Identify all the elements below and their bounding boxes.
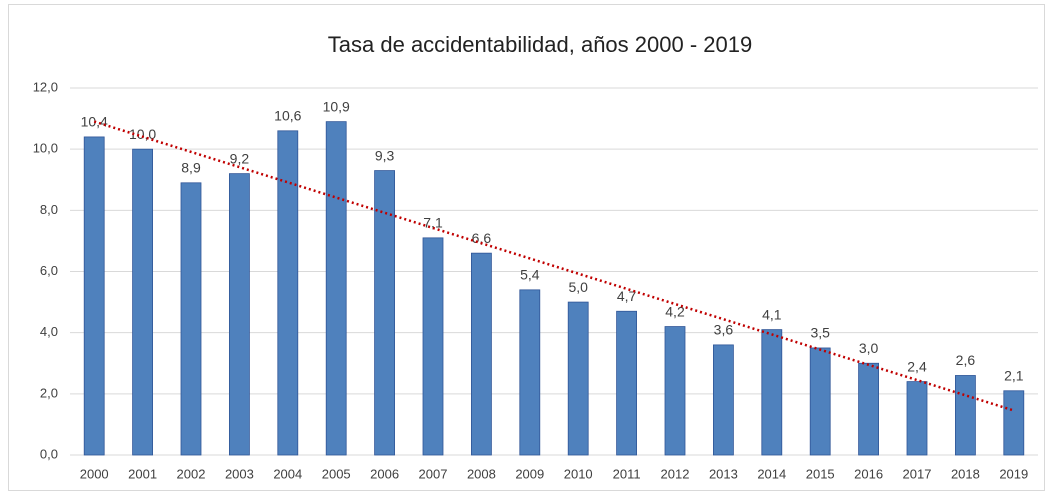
x-tick-label: 2001 bbox=[128, 466, 157, 481]
x-tick-label: 2005 bbox=[322, 466, 351, 481]
x-tick-label: 2019 bbox=[999, 466, 1028, 481]
bar bbox=[422, 237, 444, 456]
bar bbox=[664, 326, 686, 456]
x-tick-label: 2011 bbox=[613, 466, 641, 481]
data-label: 2,1 bbox=[1004, 367, 1024, 383]
y-tick-label: 12,0 bbox=[33, 79, 58, 94]
data-label: 4,7 bbox=[617, 288, 637, 304]
data-label: 5,0 bbox=[568, 279, 588, 295]
bar bbox=[228, 173, 250, 456]
data-label: 10,9 bbox=[323, 98, 350, 114]
y-tick-label: 10,0 bbox=[33, 141, 58, 156]
data-label: 9,2 bbox=[230, 150, 250, 166]
x-tick-label: 2012 bbox=[661, 466, 690, 481]
bar bbox=[519, 289, 541, 456]
x-tick-label: 2015 bbox=[806, 466, 835, 481]
bar bbox=[809, 347, 831, 456]
x-tick-label: 2009 bbox=[515, 466, 544, 481]
data-label: 5,4 bbox=[520, 267, 540, 283]
data-label: 4,1 bbox=[762, 306, 782, 322]
x-tick-label: 2014 bbox=[757, 466, 786, 481]
y-tick-label: 4,0 bbox=[40, 324, 58, 339]
x-tick-label: 2004 bbox=[273, 466, 302, 481]
bar bbox=[567, 301, 589, 456]
bar bbox=[325, 121, 347, 456]
x-tick-label: 2010 bbox=[564, 466, 593, 481]
y-tick-label: 6,0 bbox=[40, 263, 58, 278]
y-tick-label: 2,0 bbox=[40, 385, 58, 400]
x-tick-label: 2017 bbox=[903, 466, 932, 481]
data-label: 3,0 bbox=[859, 340, 879, 356]
data-label: 10,6 bbox=[274, 108, 301, 124]
x-tick-label: 2007 bbox=[419, 466, 448, 481]
bar bbox=[713, 344, 734, 456]
bar bbox=[277, 130, 299, 456]
data-label: 8,9 bbox=[181, 160, 201, 176]
chart-title: Tasa de accidentabilidad, años 2000 - 20… bbox=[328, 32, 752, 57]
y-tick-label: 0,0 bbox=[40, 446, 58, 461]
x-tick-label: 2003 bbox=[225, 466, 254, 481]
bar bbox=[374, 170, 396, 456]
bar bbox=[906, 381, 928, 456]
data-label: 4,2 bbox=[665, 303, 685, 319]
bar bbox=[470, 252, 492, 456]
bar bbox=[858, 362, 879, 456]
trendline bbox=[93, 120, 1015, 412]
bar bbox=[83, 136, 105, 456]
bar bbox=[132, 148, 154, 456]
bar bbox=[761, 329, 783, 456]
x-tick-label: 2016 bbox=[854, 466, 883, 481]
data-label: 9,3 bbox=[375, 147, 395, 163]
data-label: 2,6 bbox=[956, 352, 976, 368]
data-label: 10,0 bbox=[129, 126, 156, 142]
bar bbox=[955, 375, 976, 456]
x-tick-label: 2000 bbox=[80, 466, 109, 481]
bar bbox=[1003, 390, 1025, 456]
x-tick-label: 2013 bbox=[709, 466, 738, 481]
data-label: 3,5 bbox=[810, 325, 830, 341]
x-tick-label: 2018 bbox=[951, 466, 980, 481]
data-label: 2,4 bbox=[907, 358, 927, 374]
bar bbox=[616, 310, 637, 456]
bar bbox=[180, 182, 202, 456]
x-tick-label: 2006 bbox=[370, 466, 399, 481]
y-tick-label: 8,0 bbox=[40, 202, 58, 217]
data-label: 3,6 bbox=[714, 322, 734, 338]
x-tick-label: 2002 bbox=[177, 466, 206, 481]
x-tick-label: 2008 bbox=[467, 466, 496, 481]
